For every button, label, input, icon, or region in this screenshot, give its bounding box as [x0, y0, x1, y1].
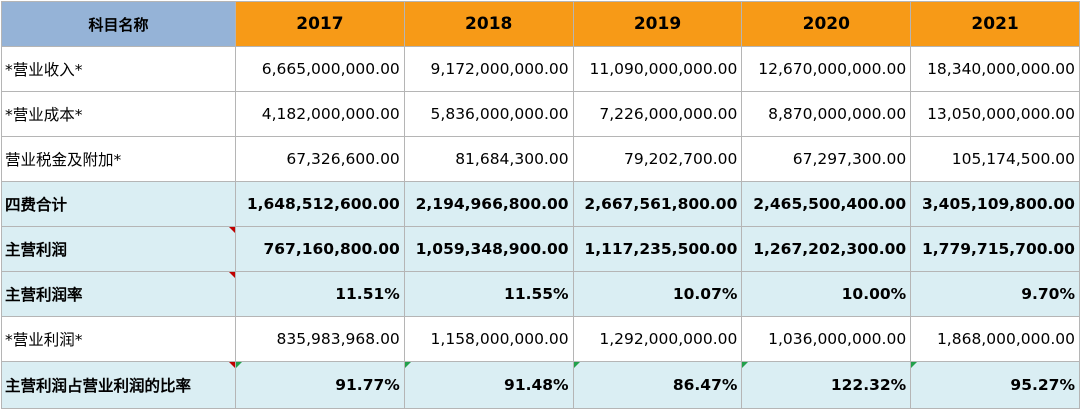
value-cell[interactable]: 5,836,000,000.00: [403, 91, 574, 137]
value-cell[interactable]: 18,340,000,000.00: [910, 46, 1080, 92]
value-cell[interactable]: 11.51%: [235, 271, 405, 317]
value-cell[interactable]: 1,036,000,000.00: [741, 316, 912, 362]
row-label-cell[interactable]: *营业成本*: [1, 91, 236, 137]
header-year-2021[interactable]: 2021: [910, 1, 1080, 47]
comment-marker-icon: [229, 362, 235, 368]
row-label-cell[interactable]: 主营利润占营业利润的比率: [1, 361, 236, 409]
header-year-2019[interactable]: 2019: [572, 1, 743, 47]
value-cell[interactable]: 3,405,109,800.00: [910, 181, 1080, 227]
row-label-text: 主营利润占营业利润的比率: [5, 377, 192, 395]
value-cell[interactable]: 767,160,800.00: [235, 226, 405, 272]
value-cell[interactable]: 2,667,561,800.00: [572, 181, 743, 227]
value-cell[interactable]: 91.48%: [403, 361, 574, 409]
row-label-text: 主营利润: [5, 241, 68, 259]
header-year-2018[interactable]: 2018: [403, 1, 574, 47]
header-year-2017[interactable]: 2017: [235, 1, 405, 47]
value-cell[interactable]: 67,297,300.00: [741, 136, 912, 182]
value-cell[interactable]: 2,194,966,800.00: [403, 181, 574, 227]
error-marker-icon: [404, 362, 411, 368]
table-row-main-profit-margin: 主营利润率 11.51% 11.55% 10.07% 10.00% 9.70%: [1, 271, 1080, 317]
value-cell[interactable]: 12,670,000,000.00: [741, 46, 912, 92]
row-label-cell[interactable]: 四费合计: [1, 181, 236, 227]
value-cell[interactable]: 2,465,500,400.00: [741, 181, 912, 227]
value-cell[interactable]: 1,292,000,000.00: [572, 316, 743, 362]
value-cell[interactable]: 13,050,000,000.00: [910, 91, 1080, 137]
value-cell[interactable]: 8,870,000,000.00: [741, 91, 912, 137]
error-marker-icon: [236, 362, 242, 368]
table-row-four-expenses: 四费合计 1,648,512,600.00 2,194,966,800.00 2…: [1, 181, 1080, 227]
value-cell[interactable]: 1,779,715,700.00: [910, 226, 1080, 272]
value-cell[interactable]: 7,226,000,000.00: [572, 91, 743, 137]
value-cell[interactable]: 1,117,235,500.00: [572, 226, 743, 272]
error-marker-icon: [573, 362, 580, 368]
value-cell[interactable]: 95.27%: [910, 361, 1080, 409]
comment-marker-icon: [229, 272, 235, 278]
value-text: 122.32%: [830, 376, 907, 394]
value-cell[interactable]: 81,684,300.00: [403, 136, 574, 182]
table-row-operating-profit: *营业利润* 835,983,968.00 1,158,000,000.00 1…: [1, 316, 1080, 362]
row-label-cell[interactable]: *营业利润*: [1, 316, 236, 362]
value-cell[interactable]: 1,267,202,300.00: [741, 226, 912, 272]
value-cell[interactable]: 79,202,700.00: [572, 136, 743, 182]
value-cell[interactable]: 91.77%: [235, 361, 405, 409]
table-row-cost: *营业成本* 4,182,000,000.00 5,836,000,000.00…: [1, 91, 1080, 137]
row-label-cell[interactable]: 主营利润率: [1, 271, 236, 317]
row-label-cell[interactable]: 营业税金及附加*: [1, 136, 236, 182]
value-cell[interactable]: 86.47%: [572, 361, 743, 409]
error-marker-icon: [742, 362, 749, 368]
value-cell[interactable]: 1,648,512,600.00: [235, 181, 405, 227]
table-row-tax: 营业税金及附加* 67,326,600.00 81,684,300.00 79,…: [1, 136, 1080, 182]
header-row: 科目名称 2017 2018 2019 2020 2021: [1, 1, 1080, 47]
error-marker-icon: [911, 362, 918, 368]
value-cell[interactable]: 105,174,500.00: [910, 136, 1080, 182]
value-cell[interactable]: 67,326,600.00: [235, 136, 405, 182]
row-label-text: 主营利润率: [5, 286, 83, 304]
table-row-main-profit-ratio: 主营利润占营业利润的比率 91.77% 91.48% 86.47% 122.32…: [1, 361, 1080, 409]
value-cell[interactable]: 1,059,348,900.00: [403, 226, 574, 272]
value-cell[interactable]: 122.32%: [741, 361, 912, 409]
table-row-revenue: *营业收入* 6,665,000,000.00 9,172,000,000.00…: [1, 46, 1080, 92]
table-row-main-profit: 主营利润 767,160,800.00 1,059,348,900.00 1,1…: [1, 226, 1080, 272]
comment-marker-icon: [229, 227, 235, 233]
value-cell[interactable]: 1,158,000,000.00: [403, 316, 574, 362]
value-cell[interactable]: 6,665,000,000.00: [235, 46, 405, 92]
header-year-2020[interactable]: 2020: [741, 1, 912, 47]
value-cell[interactable]: 1,868,000,000.00: [910, 316, 1080, 362]
row-label-cell[interactable]: 主营利润: [1, 226, 236, 272]
value-text: 91.77%: [335, 376, 400, 394]
value-cell[interactable]: 9.70%: [910, 271, 1080, 317]
value-cell[interactable]: 835,983,968.00: [235, 316, 405, 362]
value-cell[interactable]: 11,090,000,000.00: [572, 46, 743, 92]
value-cell[interactable]: 10.00%: [741, 271, 912, 317]
value-text: 95.27%: [1010, 376, 1075, 394]
value-text: 86.47%: [672, 376, 738, 394]
row-label-cell[interactable]: *营业收入*: [1, 46, 236, 92]
value-cell[interactable]: 10.07%: [572, 271, 743, 317]
header-label-cell[interactable]: 科目名称: [1, 1, 236, 47]
value-cell[interactable]: 4,182,000,000.00: [235, 91, 405, 137]
value-cell[interactable]: 9,172,000,000.00: [403, 46, 574, 92]
value-text: 91.48%: [504, 376, 569, 394]
value-cell[interactable]: 11.55%: [403, 271, 574, 317]
